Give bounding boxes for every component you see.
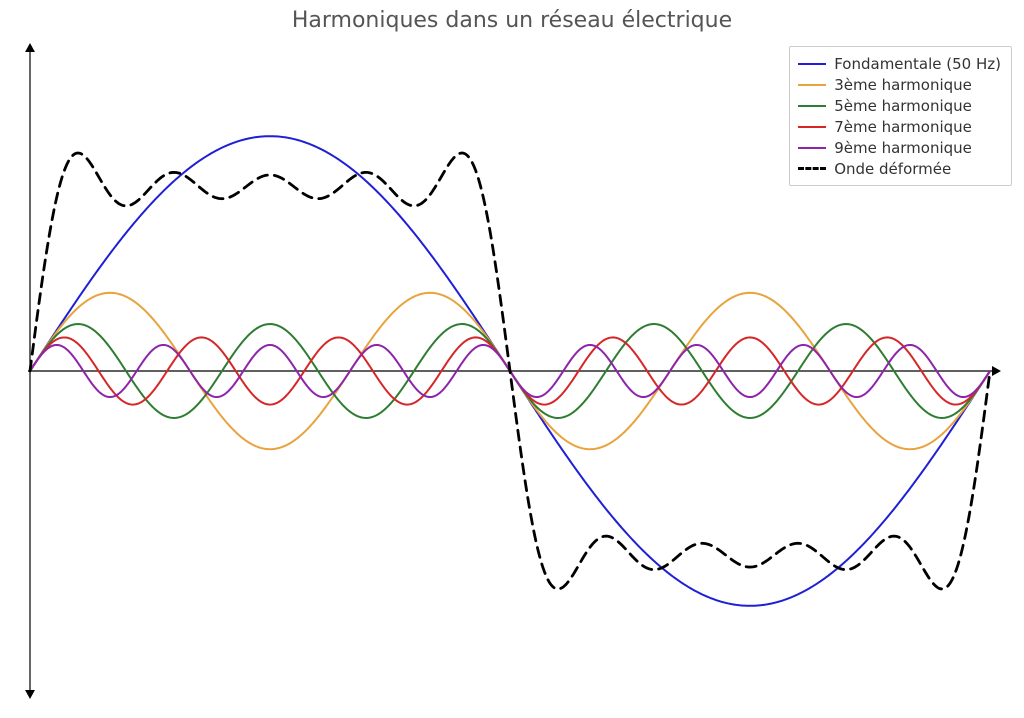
legend-label: 9ème harmonique (834, 138, 972, 158)
legend-swatch (798, 147, 826, 149)
legend-swatch (798, 126, 826, 128)
legend-label: Onde déformée (834, 159, 951, 179)
axis-arrow (25, 43, 35, 52)
legend-item-h9: 9ème harmonique (798, 137, 1001, 158)
legend-item-h5: 5ème harmonique (798, 95, 1001, 116)
legend-item-h3: 3ème harmonique (798, 74, 1001, 95)
axis-arrow (992, 366, 1001, 376)
legend-swatch (798, 63, 826, 65)
legend-swatch (798, 105, 826, 107)
legend-swatch (798, 167, 826, 170)
legend-item-h7: 7ème harmonique (798, 116, 1001, 137)
legend-label: Fondamentale (50 Hz) (834, 54, 1001, 74)
chart-title: Harmoniques dans un réseau électrique (0, 8, 1024, 33)
legend: Fondamentale (50 Hz)3ème harmonique5ème … (789, 46, 1012, 186)
legend-label: 7ème harmonique (834, 117, 972, 137)
legend-label: 3ème harmonique (834, 75, 972, 95)
legend-item-sum: Onde déformée (798, 158, 1001, 179)
legend-label: 5ème harmonique (834, 96, 972, 116)
legend-item-fundamental: Fondamentale (50 Hz) (798, 53, 1001, 74)
legend-swatch (798, 84, 826, 86)
axis-arrow (25, 690, 35, 699)
